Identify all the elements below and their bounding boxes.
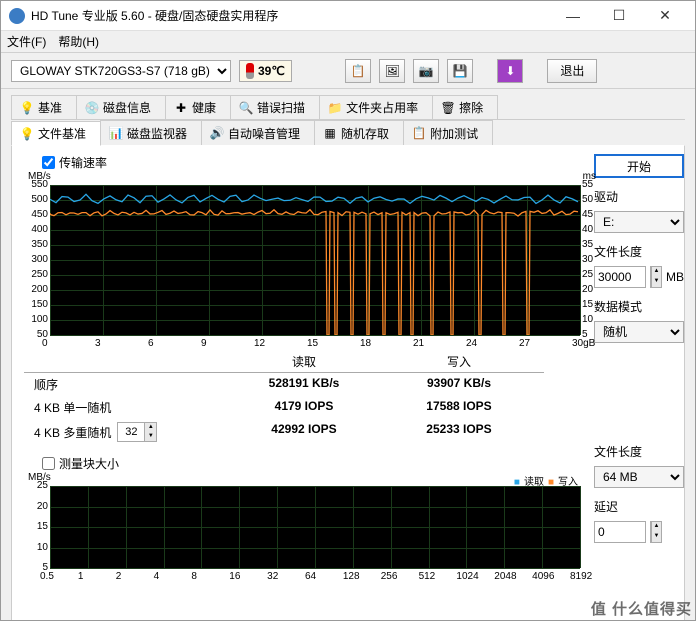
menu-help[interactable]: 帮助(H)	[58, 33, 99, 50]
delay-input[interactable]	[594, 521, 646, 543]
temperature-display: 39℃	[239, 60, 292, 82]
tab-磁盘监视器[interactable]: 📊磁盘监视器	[100, 120, 202, 145]
screenshot-button[interactable]: 🖼	[379, 59, 405, 83]
table-row: 4 KB 多重随机 ▲▼42992 IOPS25233 IOPS	[24, 419, 544, 445]
window-title: HD Tune 专业版 5.60 - 硬盘/固态硬盘实用程序	[31, 7, 551, 24]
thermometer-icon	[246, 63, 254, 79]
sidebar: 开始 驱动 E: 文件长度 ▲▼ MB 数据模式 随机 文件长度 64 MB 延…	[594, 154, 684, 620]
block-size-checkbox[interactable]: 测量块大小	[24, 455, 580, 472]
save-button[interactable]: 💾	[447, 59, 473, 83]
table-row: 4 KB 单一随机4179 IOPS17588 IOPS	[24, 396, 544, 419]
start-button[interactable]: 开始	[594, 154, 684, 178]
options-button[interactable]: ⬇	[497, 59, 523, 83]
tab-文件基准[interactable]: 💡文件基准	[11, 121, 101, 146]
datamode-select[interactable]: 随机	[594, 321, 684, 343]
maximize-button[interactable]: ☐	[597, 3, 641, 29]
tab-content: 传输速率 MB/s ms 550555005045045400403503530…	[11, 145, 685, 620]
drive-letter-select[interactable]: E:	[594, 211, 684, 233]
menu-file[interactable]: 文件(F)	[7, 33, 46, 50]
tab-擦除[interactable]: 🗑擦除	[432, 95, 498, 119]
close-button[interactable]: ✕	[643, 3, 687, 29]
tab-row-bottom: 💡文件基准📊磁盘监视器🔊自动噪音管理▦随机存取📋附加测试	[11, 120, 685, 145]
results-table: 读取 写入 顺序528191 KB/s93907 KB/s4 KB 单一随机41…	[24, 353, 544, 445]
filelen2-select[interactable]: 64 MB	[594, 466, 684, 488]
table-row: 顺序528191 KB/s93907 KB/s	[24, 373, 544, 396]
app-icon	[9, 8, 25, 24]
watermark: 值 什么值得买	[591, 598, 692, 619]
minimize-button[interactable]: —	[551, 3, 595, 29]
tab-健康[interactable]: ✚健康	[165, 95, 231, 119]
copy-button[interactable]: 📋	[345, 59, 371, 83]
tab-row-top: 💡基准💿磁盘信息✚健康🔍错误扫描📁文件夹占用率🗑擦除	[11, 95, 685, 120]
transfer-chart: 5505550050450454004035035300302502520020…	[50, 185, 580, 335]
tab-文件夹占用率[interactable]: 📁文件夹占用率	[319, 95, 433, 119]
delay-label: 延迟	[594, 498, 684, 515]
camera-button[interactable]: 📷	[413, 59, 439, 83]
tab-附加测试[interactable]: 📋附加测试	[403, 120, 493, 145]
filelen-input[interactable]	[594, 266, 646, 288]
drive-select[interactable]: GLOWAY STK720GS3-S7 (718 gB)	[11, 60, 231, 82]
menubar: 文件(F) 帮助(H)	[1, 31, 695, 53]
drive-label: 驱动	[594, 188, 684, 205]
tab-错误扫描[interactable]: 🔍错误扫描	[230, 95, 320, 119]
blocksize-chart: 2520151050.51248163264128256512102420484…	[50, 486, 580, 568]
tab-基准[interactable]: 💡基准	[11, 95, 77, 119]
tab-随机存取[interactable]: ▦随机存取	[314, 120, 404, 145]
titlebar: HD Tune 专业版 5.60 - 硬盘/固态硬盘实用程序 — ☐ ✕	[1, 1, 695, 31]
multi-spin[interactable]	[118, 423, 144, 441]
filelen2-label: 文件长度	[594, 443, 684, 460]
tab-自动噪音管理[interactable]: 🔊自动噪音管理	[201, 120, 315, 145]
datamode-label: 数据模式	[594, 298, 684, 315]
filelen-label: 文件长度	[594, 243, 684, 260]
exit-button[interactable]: 退出	[547, 59, 597, 83]
toolbar: GLOWAY STK720GS3-S7 (718 gB) 39℃ 📋 🖼 📷 💾…	[1, 53, 695, 89]
tab-磁盘信息[interactable]: 💿磁盘信息	[76, 95, 166, 119]
transfer-rate-checkbox[interactable]: 传输速率	[24, 154, 580, 171]
